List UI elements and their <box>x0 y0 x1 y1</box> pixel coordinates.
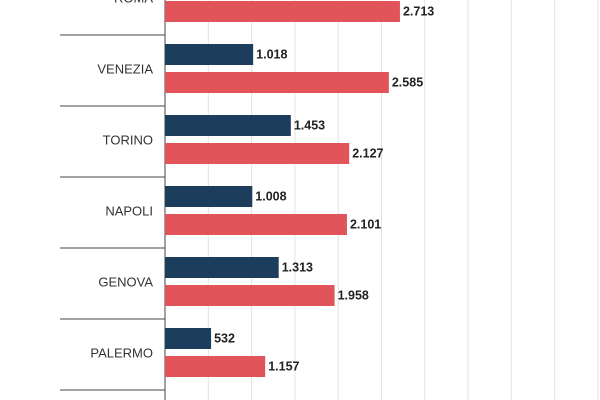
bar <box>165 72 389 93</box>
value-label: 1.453 <box>294 118 325 132</box>
bar <box>165 44 254 65</box>
bar <box>165 115 291 136</box>
value-label: 2.101 <box>350 217 381 231</box>
bar <box>165 285 335 306</box>
bar <box>165 257 279 278</box>
category-label: PALERMO <box>90 345 153 360</box>
value-label: 532 <box>214 331 235 345</box>
value-label: 2.585 <box>392 75 423 89</box>
value-label: 2.127 <box>352 146 383 160</box>
value-label: 2.713 <box>403 4 434 18</box>
bar <box>165 186 253 207</box>
category-label: NAPOLI <box>105 203 153 218</box>
bar <box>165 1 400 22</box>
value-label: 1.157 <box>268 359 299 373</box>
value-label: 1.018 <box>256 47 287 61</box>
bar <box>165 356 266 377</box>
bar <box>165 143 350 164</box>
category-label: GENOVA <box>98 274 153 289</box>
bar <box>165 214 347 235</box>
value-label: 1.008 <box>255 189 286 203</box>
category-label: TORINO <box>103 132 153 147</box>
value-label: 1.958 <box>338 288 369 302</box>
value-label: 1.313 <box>282 260 313 274</box>
bar <box>165 328 212 349</box>
category-label: ROMA <box>114 0 153 5</box>
category-label: VENEZIA <box>97 61 153 76</box>
